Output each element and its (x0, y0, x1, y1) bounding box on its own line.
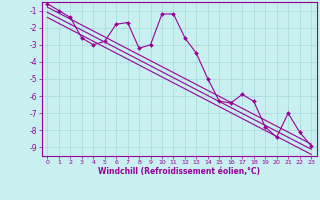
X-axis label: Windchill (Refroidissement éolien,°C): Windchill (Refroidissement éolien,°C) (98, 167, 260, 176)
